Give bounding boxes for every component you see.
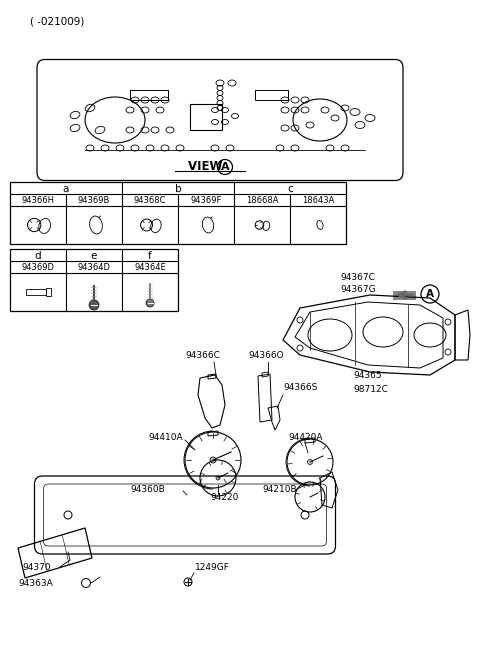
Text: 94367C: 94367C	[340, 274, 375, 282]
Bar	[26, 289, 46, 295]
Text: 94369F: 94369F	[190, 196, 222, 205]
Text: 94363A: 94363A	[18, 578, 53, 588]
Text: A: A	[221, 162, 229, 172]
Text: 94364E: 94364E	[134, 263, 166, 272]
Bar	[130, 90, 168, 100]
Text: ( -021009): ( -021009)	[30, 17, 84, 27]
Text: f: f	[148, 251, 152, 261]
Circle shape	[210, 457, 216, 463]
Circle shape	[308, 460, 312, 464]
Circle shape	[89, 300, 99, 310]
Text: a: a	[63, 183, 69, 194]
Text: 94370: 94370	[22, 563, 50, 572]
Text: 18643A: 18643A	[302, 196, 334, 205]
Text: VIEW: VIEW	[188, 160, 227, 174]
Text: 94367G: 94367G	[340, 284, 376, 293]
Polygon shape	[393, 291, 415, 299]
Text: A: A	[426, 289, 434, 299]
Bar	[10, 182, 346, 244]
Text: e: e	[91, 251, 97, 261]
Text: 94369B: 94369B	[78, 196, 110, 205]
Text: 94369D: 94369D	[22, 263, 55, 272]
Circle shape	[146, 299, 154, 307]
Text: 94366C: 94366C	[185, 350, 220, 360]
Bar	[190, 104, 222, 130]
Bar	[46, 288, 51, 296]
Text: 94366O: 94366O	[248, 350, 284, 360]
Text: 94420A: 94420A	[288, 432, 323, 441]
Text: d: d	[35, 251, 41, 261]
Text: 94360B: 94360B	[130, 485, 165, 495]
Bar	[255, 90, 288, 100]
Circle shape	[216, 476, 220, 480]
Text: 94365: 94365	[353, 371, 382, 379]
Text: 98712C: 98712C	[353, 386, 388, 394]
Text: 18668A: 18668A	[246, 196, 278, 205]
Text: 94366S: 94366S	[283, 383, 317, 392]
Text: 94210B: 94210B	[262, 485, 297, 495]
Text: 1249GF: 1249GF	[195, 563, 230, 572]
Text: 94410A: 94410A	[148, 432, 182, 441]
Bar	[10, 249, 178, 311]
Text: b: b	[175, 183, 181, 194]
Text: c: c	[287, 183, 293, 194]
Text: 94368C: 94368C	[134, 196, 166, 205]
Text: 94366H: 94366H	[22, 196, 55, 205]
Text: 94220: 94220	[210, 493, 239, 502]
Text: 94364D: 94364D	[77, 263, 110, 272]
